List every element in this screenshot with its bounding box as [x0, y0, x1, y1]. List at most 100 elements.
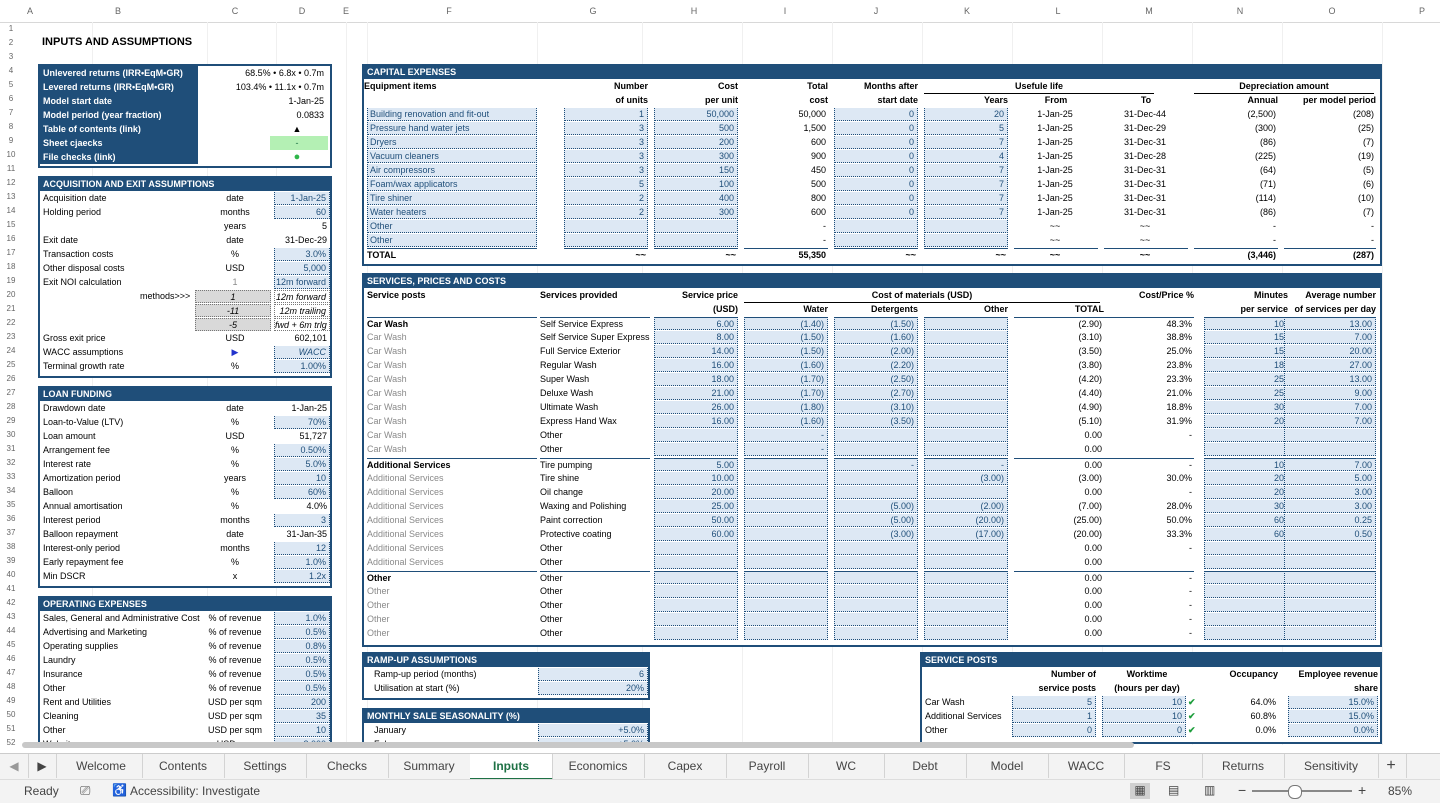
- service-cell[interactable]: [1204, 613, 1288, 626]
- service-cell[interactable]: [1204, 443, 1288, 456]
- service-cell[interactable]: 7.00: [1284, 458, 1376, 471]
- row-header[interactable]: 46: [6, 654, 16, 663]
- service-cell[interactable]: [744, 556, 828, 569]
- tab-inputs[interactable]: Inputs: [470, 754, 553, 781]
- column-header-h[interactable]: H: [690, 6, 698, 16]
- zoom-out-icon[interactable]: −: [1238, 782, 1247, 798]
- capex-item[interactable]: Air compressors: [367, 164, 537, 177]
- service-cell[interactable]: [654, 585, 738, 598]
- row-header[interactable]: 40: [6, 570, 16, 579]
- capex-cell[interactable]: 0: [834, 192, 918, 205]
- service-cell[interactable]: -: [744, 443, 828, 456]
- row-header[interactable]: 50: [6, 710, 16, 719]
- add-sheet-icon[interactable]: +: [1376, 754, 1407, 778]
- row-header[interactable]: 23: [6, 332, 16, 341]
- capex-item[interactable]: Pressure hand water jets: [367, 122, 537, 135]
- row-header[interactable]: 31: [6, 444, 16, 453]
- capex-cell[interactable]: 7: [924, 192, 1008, 205]
- tab-welcome[interactable]: Welcome: [60, 754, 143, 778]
- service-cell[interactable]: [1284, 627, 1376, 640]
- service-cell[interactable]: [744, 627, 828, 640]
- opex-block-value[interactable]: 0.5%: [274, 682, 330, 695]
- capex-item[interactable]: Other: [367, 234, 537, 247]
- capex-cell[interactable]: 5: [564, 178, 648, 191]
- row-header[interactable]: 17: [6, 248, 16, 257]
- service-cell[interactable]: 60: [1204, 528, 1288, 541]
- acquisition-block-value[interactable]: 5,000: [274, 262, 330, 275]
- capex-cell[interactable]: 0: [834, 164, 918, 177]
- service-cell[interactable]: -: [834, 458, 918, 471]
- opex-block-value[interactable]: 200: [274, 696, 330, 709]
- service-post-cell[interactable]: 10: [1102, 710, 1186, 723]
- service-cell[interactable]: (1.70): [744, 373, 828, 386]
- row-header[interactable]: 47: [6, 668, 16, 677]
- loan-block-value[interactable]: 12: [274, 542, 330, 555]
- capex-cell[interactable]: 100: [654, 178, 738, 191]
- tab-fs[interactable]: FS: [1124, 754, 1203, 778]
- capex-cell[interactable]: [654, 234, 738, 247]
- loan-block-value[interactable]: 3: [274, 514, 330, 527]
- service-cell[interactable]: 8.00: [654, 331, 738, 344]
- service-cell[interactable]: [1284, 599, 1376, 612]
- service-cell[interactable]: [924, 359, 1008, 372]
- row-header[interactable]: 2: [8, 38, 14, 47]
- rampup-value[interactable]: 20%: [538, 682, 648, 695]
- row-header[interactable]: 20: [6, 290, 16, 299]
- row-header[interactable]: 16: [6, 234, 16, 243]
- service-cell[interactable]: (1.50): [744, 345, 828, 358]
- tab-scroll-right-icon[interactable]: ▶: [28, 754, 57, 778]
- service-cell[interactable]: 50.00: [654, 514, 738, 527]
- row-header[interactable]: 10: [6, 150, 16, 159]
- service-cell[interactable]: [924, 599, 1008, 612]
- accessibility-icon[interactable]: ♿: [112, 783, 127, 797]
- service-cell[interactable]: [654, 571, 738, 584]
- service-cell[interactable]: [834, 443, 918, 456]
- capex-cell[interactable]: 5: [924, 122, 1008, 135]
- service-cell[interactable]: [924, 317, 1008, 330]
- service-cell[interactable]: [1204, 599, 1288, 612]
- tab-scroll-left-icon[interactable]: ◀: [0, 754, 29, 778]
- row-header[interactable]: 25: [6, 360, 16, 369]
- service-cell[interactable]: (2.00): [924, 500, 1008, 513]
- tab-payroll[interactable]: Payroll: [726, 754, 809, 778]
- acquisition-block-value[interactable]: 1.00%: [274, 360, 330, 373]
- service-cell[interactable]: [744, 613, 828, 626]
- service-post-cell[interactable]: 10: [1102, 696, 1186, 709]
- service-cell[interactable]: (2.70): [834, 387, 918, 400]
- row-header[interactable]: 28: [6, 402, 16, 411]
- tab-capex[interactable]: Capex: [644, 754, 727, 778]
- capex-cell[interactable]: 300: [654, 150, 738, 163]
- service-cell[interactable]: (3.00): [834, 528, 918, 541]
- tab-model[interactable]: Model: [966, 754, 1049, 778]
- row-header[interactable]: 52: [6, 738, 16, 747]
- worksheet-grid[interactable]: INPUTS AND ASSUMPTIONS Unlevered returns…: [22, 22, 1440, 745]
- service-cell[interactable]: (5.00): [834, 500, 918, 513]
- loan-block-value[interactable]: 60%: [274, 486, 330, 499]
- service-cell[interactable]: 20.00: [654, 486, 738, 499]
- column-header-p[interactable]: P: [1418, 6, 1426, 16]
- service-cell[interactable]: 14.00: [654, 345, 738, 358]
- service-cell[interactable]: 10: [1204, 317, 1288, 330]
- acquisition-block-value[interactable]: 60: [274, 206, 330, 219]
- service-cell[interactable]: [924, 486, 1008, 499]
- row-header[interactable]: 7: [8, 108, 14, 117]
- row-header[interactable]: 43: [6, 612, 16, 621]
- service-cell[interactable]: [834, 556, 918, 569]
- service-cell[interactable]: (1.50): [744, 331, 828, 344]
- capex-cell[interactable]: [924, 234, 1008, 247]
- capex-cell[interactable]: 0: [834, 206, 918, 219]
- capex-cell[interactable]: 1: [564, 108, 648, 121]
- service-cell[interactable]: [1204, 571, 1288, 584]
- service-cell[interactable]: 7.00: [1284, 401, 1376, 414]
- capex-cell[interactable]: 3: [564, 150, 648, 163]
- row-header[interactable]: 19: [6, 276, 16, 285]
- page-layout-icon[interactable]: ▤: [1168, 783, 1180, 797]
- capex-cell[interactable]: 0: [834, 150, 918, 163]
- service-cell[interactable]: 25: [1204, 387, 1288, 400]
- capex-cell[interactable]: 7: [924, 164, 1008, 177]
- tab-summary[interactable]: Summary: [388, 754, 471, 778]
- tab-sensitivity[interactable]: Sensitivity: [1284, 754, 1379, 778]
- service-post-cell[interactable]: 0: [1102, 724, 1186, 737]
- service-cell[interactable]: 27.00: [1284, 359, 1376, 372]
- service-cell[interactable]: 5.00: [1284, 472, 1376, 485]
